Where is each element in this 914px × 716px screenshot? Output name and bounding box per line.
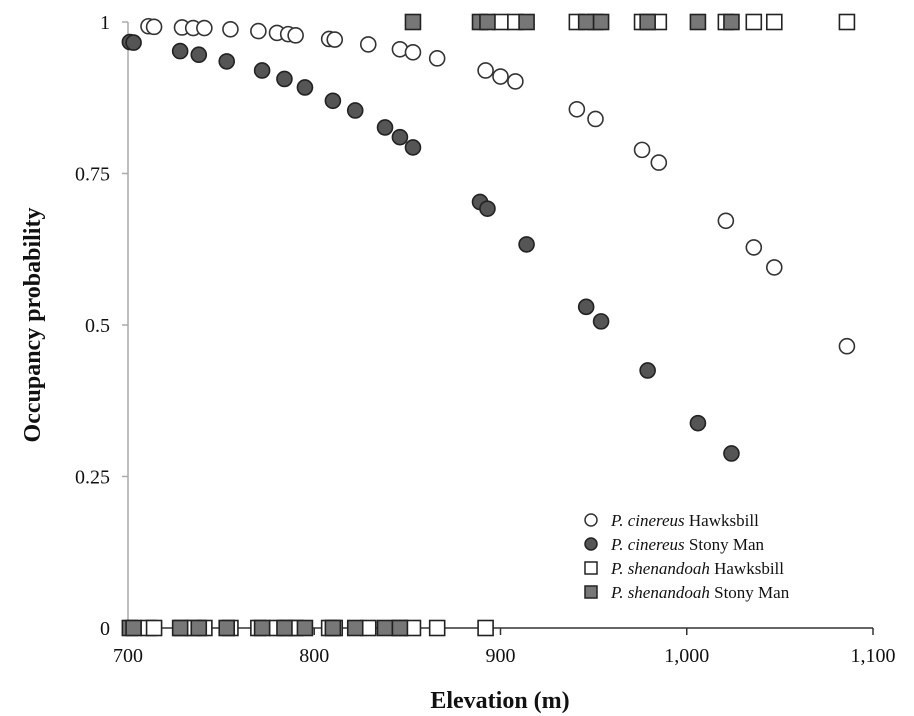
data-point xyxy=(218,53,236,70)
data-point xyxy=(222,20,239,38)
y-tick-label: 1 xyxy=(100,12,110,34)
y-axis-title: Occupancy probability xyxy=(20,208,46,443)
data-point xyxy=(196,19,213,37)
data-point xyxy=(568,100,586,118)
legend-label: P. cinereus Hawksbill xyxy=(610,511,759,530)
legend-label: P. cinereus Stony Man xyxy=(610,535,764,554)
legend-label: P. shenandoah Hawksbill xyxy=(610,559,784,578)
legend-species: P. cinereus xyxy=(610,535,685,554)
y-tick-label: 0 xyxy=(100,618,110,640)
data-point xyxy=(633,141,651,159)
legend-site: Stony Man xyxy=(685,535,765,554)
data-point xyxy=(190,46,208,64)
data-point xyxy=(171,619,189,637)
x-tick-label: 1,000 xyxy=(664,645,709,667)
data-point xyxy=(404,13,422,31)
data-point xyxy=(296,79,314,96)
data-point xyxy=(765,13,783,31)
data-point xyxy=(326,31,344,48)
data-point xyxy=(507,73,524,90)
legend-species: P. shenandoah xyxy=(610,583,710,602)
legend-marker xyxy=(584,513,598,527)
data-point xyxy=(376,119,394,136)
y-tick-label: 0.75 xyxy=(75,164,110,186)
data-point xyxy=(391,128,409,146)
legend-marker xyxy=(584,585,598,599)
x-tick-label: 900 xyxy=(486,645,516,667)
x-axis-ticks: 700 800 900 1,000 1,100 xyxy=(113,628,896,667)
data-points xyxy=(121,13,856,637)
legend-site: Hawksbill xyxy=(685,511,759,530)
data-point xyxy=(391,619,409,637)
x-tick-label: 1,100 xyxy=(851,645,896,667)
data-point xyxy=(253,619,271,637)
data-point xyxy=(276,619,293,637)
data-point xyxy=(477,62,494,79)
data-point xyxy=(346,102,364,119)
legend-species: P. cinereus xyxy=(610,511,685,530)
data-point xyxy=(723,445,740,462)
data-point xyxy=(639,362,656,379)
data-point xyxy=(492,68,509,85)
data-point xyxy=(592,13,610,31)
data-point xyxy=(723,13,740,31)
data-point xyxy=(404,139,422,156)
y-tick-label: 0.25 xyxy=(75,467,110,489)
legend-species: P. shenandoah xyxy=(610,559,710,578)
data-point xyxy=(479,200,496,217)
data-point xyxy=(346,619,364,637)
data-point xyxy=(218,619,236,637)
data-point xyxy=(639,13,656,31)
legend-site: Hawksbill xyxy=(710,559,784,578)
data-point xyxy=(577,298,595,316)
data-point xyxy=(717,212,735,230)
data-point xyxy=(650,154,668,171)
data-point xyxy=(838,337,856,355)
data-point xyxy=(276,70,293,88)
data-point xyxy=(518,13,535,31)
x-tick-label: 800 xyxy=(299,645,329,667)
y-axis-ticks: 0 0.25 0.5 0.75 1 xyxy=(75,12,128,640)
data-point xyxy=(287,27,304,44)
data-point xyxy=(324,619,342,637)
data-point xyxy=(745,13,763,31)
data-point xyxy=(404,43,422,61)
legend-site: Stony Man xyxy=(710,583,790,602)
data-point xyxy=(577,13,595,31)
data-point xyxy=(592,313,610,330)
data-point xyxy=(359,36,377,53)
legend-marker xyxy=(584,537,598,551)
x-axis-title: Elevation (m) xyxy=(430,688,569,714)
data-point xyxy=(376,619,394,637)
data-point xyxy=(689,13,707,31)
data-point xyxy=(145,18,163,36)
data-point xyxy=(125,619,142,637)
data-point xyxy=(765,259,783,276)
data-point xyxy=(479,13,496,31)
data-point xyxy=(253,62,271,79)
data-point xyxy=(125,34,142,51)
data-point xyxy=(428,619,446,637)
data-point xyxy=(745,239,763,256)
data-point xyxy=(296,619,314,637)
data-point xyxy=(145,619,163,637)
data-point xyxy=(428,50,446,67)
data-point xyxy=(171,42,189,60)
data-point xyxy=(477,619,494,637)
data-point xyxy=(838,13,856,31)
legend-marker xyxy=(584,561,598,575)
data-point xyxy=(518,236,535,253)
x-tick-label: 700 xyxy=(113,645,143,667)
data-point xyxy=(190,619,208,637)
data-point xyxy=(587,110,604,128)
data-point xyxy=(250,22,267,40)
y-tick-label: 0.5 xyxy=(85,315,110,337)
data-point xyxy=(689,414,707,432)
legend-label: P. shenandoah Stony Man xyxy=(610,583,790,602)
data-point xyxy=(324,92,342,110)
